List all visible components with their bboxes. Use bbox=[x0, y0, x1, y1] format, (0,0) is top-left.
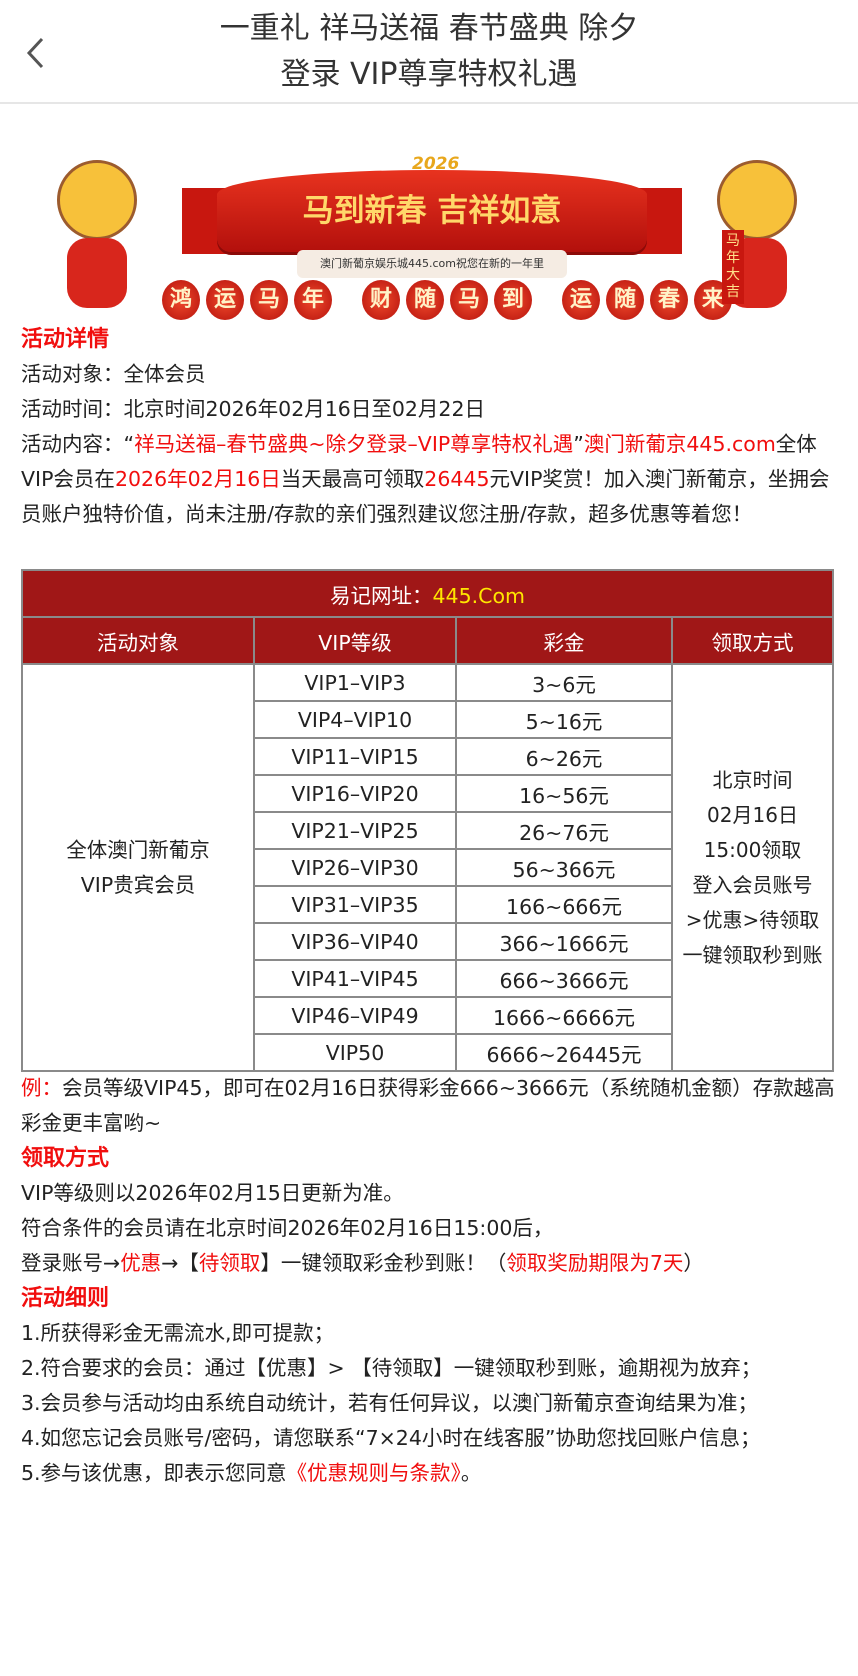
lantern: 到 bbox=[494, 280, 532, 320]
promo-banner: 马到新春 吉祥如意 2026 澳门新葡京娱乐城445.com祝您在新的一年里 鸿… bbox=[22, 150, 836, 322]
bonus-cell: 5~16元 bbox=[455, 700, 673, 739]
bonus-cell: 26~76元 bbox=[455, 811, 673, 850]
terms-link[interactable]: 《优惠规则与条款》 bbox=[286, 1461, 461, 1485]
details-time: 活动时间：北京时间2026年02月16日至02月22日 bbox=[21, 397, 486, 421]
table-row: VIP46–VIP49 1666~6666元 bbox=[22, 996, 833, 1035]
claim-line: 符合条件的会员请在北京时间2026年02月16日15:00后， bbox=[21, 1216, 554, 1240]
method-cell: 北京时间 02月16日 15:00领取 登入会员账号 >优惠>待领取 一键领取秒到账 bbox=[671, 663, 834, 1072]
lantern: 马 bbox=[450, 280, 488, 320]
chevron-left-icon[interactable] bbox=[22, 36, 50, 70]
vip-level-cell: VIP26–VIP30 bbox=[253, 848, 457, 887]
col-header: 活动对象 bbox=[21, 616, 255, 665]
bonus-cell: 1666~6666元 bbox=[455, 996, 673, 1035]
table-row: VIP41–VIP45 666~3666元 bbox=[22, 959, 833, 998]
details-content: 活动内容：“祥马送福–春节盛典~除夕登录–VIP尊享特权礼遇”澳门新葡京445.… bbox=[21, 432, 830, 526]
vip-level-cell: VIP36–VIP40 bbox=[253, 922, 457, 961]
details-target: 活动对象：全体会员 bbox=[21, 362, 206, 386]
title-line-2: 登录 VIP尊享特权礼遇 bbox=[280, 57, 578, 92]
bonus-cell: 3~6元 bbox=[455, 663, 673, 702]
vip-level-cell: VIP21–VIP25 bbox=[253, 811, 457, 850]
lantern: 随 bbox=[606, 280, 644, 320]
vip-level-cell: VIP46–VIP49 bbox=[253, 996, 457, 1035]
lantern: 运 bbox=[562, 280, 600, 320]
bonus-cell: 666~3666元 bbox=[455, 959, 673, 998]
col-header: 彩金 bbox=[455, 616, 673, 665]
lantern: 年 bbox=[294, 280, 332, 320]
lantern: 马 bbox=[250, 280, 288, 320]
vip-level-cell: VIP50 bbox=[253, 1033, 457, 1072]
banner-headline: 马到新春 吉祥如意 bbox=[217, 170, 647, 252]
claim-line: 登录账号→优惠→【待领取】一键领取彩金秒到账！（领取奖励期限为7天） bbox=[21, 1251, 704, 1275]
lantern: 春 bbox=[650, 280, 688, 320]
site-row: 易记网址：445.Com bbox=[21, 569, 834, 618]
target-cell: 全体澳门新葡京 VIP贵宾会员 bbox=[21, 663, 255, 1072]
details-section: 活动详情 活动对象：全体会员 活动时间：北京时间2026年02月16日至02月2… bbox=[21, 322, 841, 532]
vip-level-cell: VIP16–VIP20 bbox=[253, 774, 457, 813]
table-row: VIP36–VIP40 366~1666元 bbox=[22, 922, 833, 961]
bonus-cell: 6~26元 bbox=[455, 737, 673, 776]
table-row: VIP31–VIP35 166~666元 bbox=[22, 885, 833, 924]
rule-item: 1.所获得彩金无需流水,即可提款； bbox=[21, 1321, 335, 1345]
rule-item: 2.符合要求的会员：通过【优惠】> 【待领取】一键领取秒到账，逾期视为放弃； bbox=[21, 1356, 762, 1380]
bonus-cell: 6666~26445元 bbox=[455, 1033, 673, 1072]
lantern: 运 bbox=[206, 280, 244, 320]
table-row: VIP4–VIP10 5~16元 bbox=[22, 700, 833, 739]
vip-level-cell: VIP31–VIP35 bbox=[253, 885, 457, 924]
rule-item: 3.会员参与活动均由系统自动统计，若有任何异议，以澳门新葡京查询结果为准； bbox=[21, 1391, 759, 1415]
col-header: VIP等级 bbox=[253, 616, 457, 665]
vip-level-cell: VIP41–VIP45 bbox=[253, 959, 457, 998]
site-link[interactable]: 445.Com bbox=[432, 583, 525, 608]
banner-scroll-text: 马年大吉 bbox=[722, 230, 744, 304]
table-row: VIP50 6666~26445元 bbox=[22, 1033, 833, 1072]
example-section: 例：会员等级VIP45，即可在02月16日获得彩金666~3666元（系统随机金… bbox=[21, 1071, 841, 1491]
example-text: 例：会员等级VIP45，即可在02月16日获得彩金666~3666元（系统随机金… bbox=[21, 1076, 835, 1135]
top-bar: 一重礼 祥马送福 春节盛典 除夕 登录 VIP尊享特权礼遇 bbox=[0, 0, 858, 104]
banner-subline: 澳门新葡京娱乐城445.com祝您在新的一年里 bbox=[297, 250, 567, 278]
rule-item: 5.参与该优惠，即表示您同意《优惠规则与条款》。 bbox=[21, 1461, 482, 1485]
rule-item: 4.如您忘记会员账号/密码，请您联系“7×24小时在线客服”协助您找回账户信息； bbox=[21, 1426, 761, 1450]
vip-level-cell: VIP1–VIP3 bbox=[253, 663, 457, 702]
table-row: VIP26–VIP30 56~366元 bbox=[22, 848, 833, 887]
bonus-cell: 56~366元 bbox=[455, 848, 673, 887]
bonus-cell: 366~1666元 bbox=[455, 922, 673, 961]
bonus-cell: 166~666元 bbox=[455, 885, 673, 924]
table-row: VIP21–VIP25 26~76元 bbox=[22, 811, 833, 850]
bonus-cell: 16~56元 bbox=[455, 774, 673, 813]
lantern: 随 bbox=[406, 280, 444, 320]
table-row: VIP11–VIP15 6~26元 bbox=[22, 737, 833, 776]
lantern: 鸿 bbox=[162, 280, 200, 320]
details-heading: 活动详情 bbox=[21, 327, 110, 352]
vip-level-cell: VIP11–VIP15 bbox=[253, 737, 457, 776]
table-row: 全体澳门新葡京 VIP贵宾会员 VIP1–VIP3 3~6元 北京时间 02月16日 15:… bbox=[21, 663, 834, 1072]
col-header: 领取方式 bbox=[671, 616, 834, 665]
vip-reward-table: 易记网址：445.Com 活动对象 VIP等级 彩金 领取方式 全体澳门新葡京 V… bbox=[21, 569, 834, 1072]
table-row: VIP16–VIP20 16~56元 bbox=[22, 774, 833, 813]
claim-heading: 领取方式 bbox=[21, 1146, 110, 1171]
claim-line: VIP等级则以2026年02月15日更新为准。 bbox=[21, 1181, 404, 1205]
page-title: 一重礼 祥马送福 春节盛典 除夕 登录 VIP尊享特权礼遇 bbox=[120, 6, 738, 98]
lantern: 财 bbox=[362, 280, 400, 320]
banner-year: 2026 bbox=[412, 154, 460, 174]
lantern-row: 鸿 运 马 年 财 随 马 到 运 随 春 来 bbox=[162, 280, 732, 320]
vip-level-cell: VIP4–VIP10 bbox=[253, 700, 457, 739]
rules-heading: 活动细则 bbox=[21, 1286, 110, 1311]
title-line-1: 一重礼 祥马送福 春节盛典 除夕 bbox=[219, 11, 639, 46]
horse-mascot-left bbox=[42, 150, 152, 320]
